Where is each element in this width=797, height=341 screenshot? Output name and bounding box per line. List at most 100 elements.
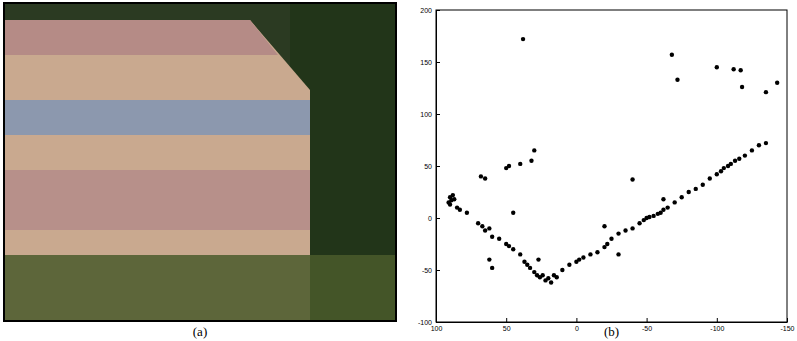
point — [729, 162, 733, 166]
point — [722, 166, 726, 170]
point — [536, 257, 540, 261]
point — [737, 157, 741, 161]
point — [733, 159, 737, 163]
point — [567, 263, 571, 267]
point — [560, 268, 564, 272]
caption: (a) — [193, 324, 207, 339]
plot-frame — [436, 10, 787, 322]
tick: -100 — [710, 318, 724, 332]
point — [490, 266, 494, 270]
tick: 50 — [424, 163, 440, 170]
point — [490, 235, 494, 239]
point — [647, 215, 651, 219]
point — [507, 244, 511, 248]
tick: 100 — [420, 111, 440, 118]
tick-label: -50 — [422, 267, 432, 274]
point — [476, 221, 480, 225]
point — [546, 276, 550, 280]
points — [446, 37, 779, 285]
point — [694, 187, 698, 191]
tick: 0 — [575, 318, 579, 332]
point — [541, 273, 545, 277]
point — [555, 275, 559, 279]
tick-label: -100 — [418, 319, 432, 326]
photo — [4, 3, 396, 321]
point — [609, 237, 613, 241]
tick: -50 — [422, 267, 440, 274]
tick-mark — [647, 318, 648, 322]
tick-mark — [436, 114, 440, 115]
point — [451, 193, 455, 197]
point — [616, 252, 620, 256]
point — [616, 231, 620, 235]
point — [764, 141, 768, 145]
point — [518, 162, 522, 166]
flower-band — [4, 170, 310, 230]
tick-label: 50 — [424, 163, 432, 170]
point — [577, 257, 581, 261]
roof-band — [4, 20, 278, 55]
point — [581, 255, 585, 259]
point — [687, 190, 691, 194]
tick-mark — [436, 166, 440, 167]
point — [637, 221, 641, 225]
y-axis: -100-50050100150200 — [418, 7, 440, 326]
tick-mark — [436, 62, 440, 63]
point — [497, 237, 501, 241]
point — [487, 257, 491, 261]
image-panel: (a) — [4, 3, 404, 339]
point — [511, 211, 515, 215]
point — [661, 207, 665, 211]
tick: 0 — [428, 215, 440, 222]
tick-mark — [717, 318, 718, 322]
tick: -150 — [780, 318, 794, 332]
point — [665, 205, 669, 209]
tick-label: 100 — [431, 325, 443, 332]
tick-mark — [506, 318, 507, 322]
tick-mark — [576, 318, 577, 322]
tick-label: -150 — [780, 325, 794, 332]
point — [630, 226, 634, 230]
point — [630, 177, 634, 181]
point — [740, 85, 744, 89]
point — [672, 200, 676, 204]
tick-label: 150 — [420, 59, 432, 66]
point — [588, 252, 592, 256]
caption: (b) — [604, 324, 619, 339]
point — [715, 172, 719, 176]
tick-label: 0 — [428, 215, 432, 222]
tick: 150 — [420, 59, 440, 66]
blue-band — [4, 100, 310, 135]
point — [504, 166, 508, 170]
tick-label: 100 — [420, 111, 432, 118]
point — [661, 197, 665, 201]
point — [675, 77, 679, 81]
point — [750, 148, 754, 152]
point — [479, 174, 483, 178]
point — [764, 90, 768, 94]
point — [452, 197, 456, 201]
point — [670, 53, 674, 57]
point — [743, 153, 747, 157]
point — [708, 176, 712, 180]
tick-label: 50 — [503, 325, 511, 332]
point — [775, 81, 779, 85]
point — [623, 228, 627, 232]
grass — [4, 255, 396, 321]
frame — [4, 3, 396, 321]
tick-label: -100 — [710, 325, 724, 332]
tick-mark — [436, 218, 440, 219]
point — [532, 148, 536, 152]
point — [465, 211, 469, 215]
point — [483, 228, 487, 232]
point — [595, 250, 599, 254]
scatter-panel: 100500-50-100-150-100-50050100150200(b) — [418, 7, 795, 339]
tick: 50 — [503, 318, 511, 332]
tick: -50 — [642, 318, 652, 332]
point — [511, 247, 515, 251]
point — [738, 68, 742, 72]
point — [528, 266, 532, 270]
point — [487, 226, 491, 230]
point — [757, 143, 761, 147]
point — [521, 37, 525, 41]
